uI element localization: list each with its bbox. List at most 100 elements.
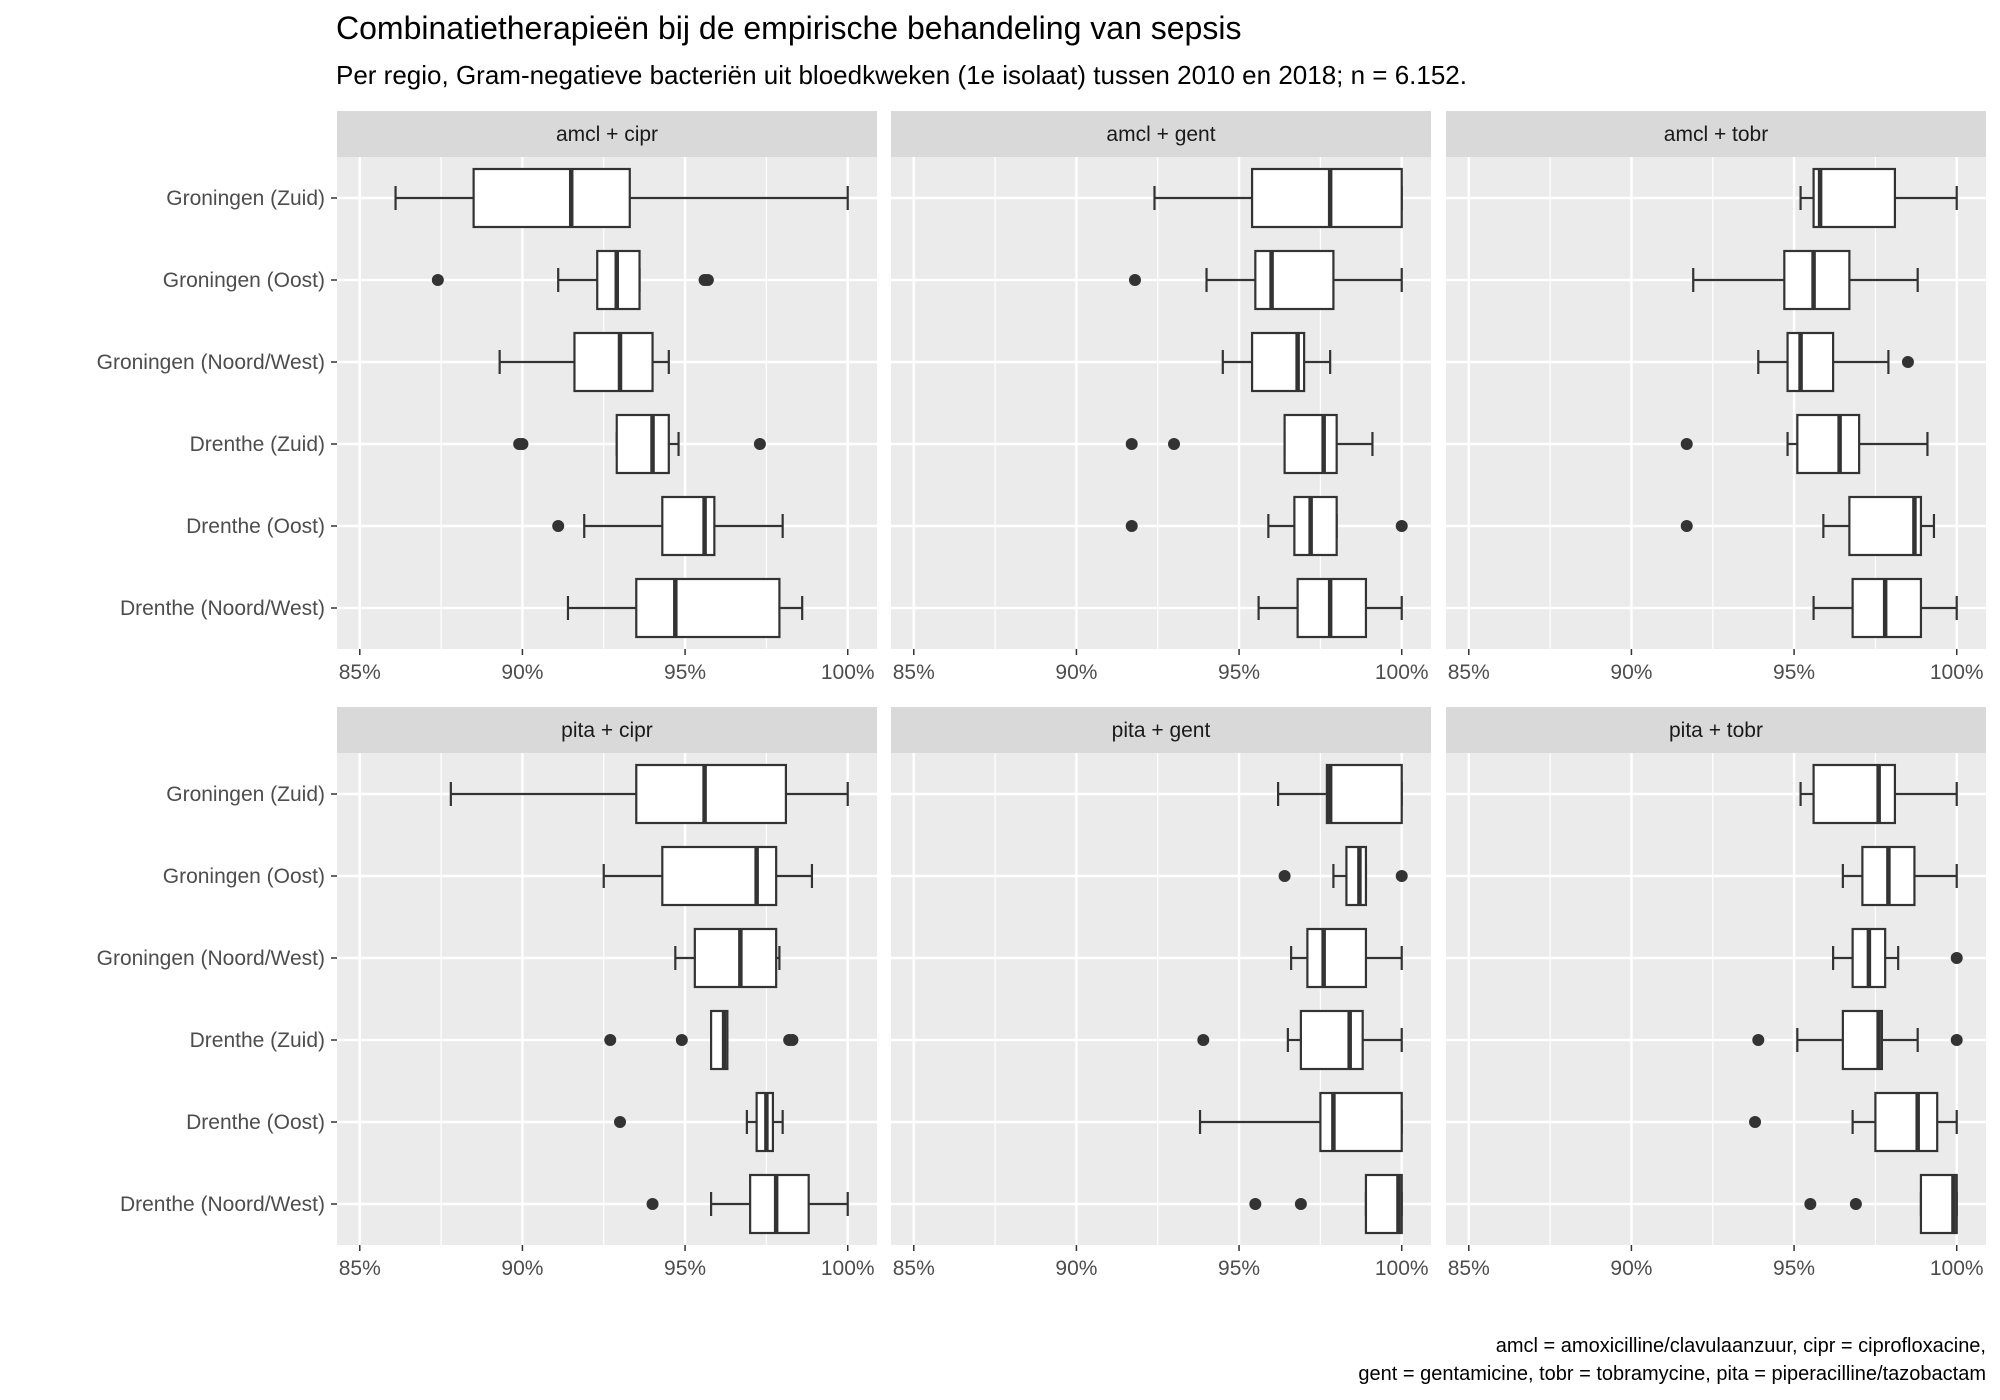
boxplot (1128, 249, 1403, 311)
outlier-point (675, 1034, 688, 1046)
chart-title: Combinatietherapieën bij de empirische b… (336, 10, 1241, 46)
panel-background (891, 753, 1431, 1245)
facet-strip (337, 111, 877, 157)
category-label: Groningen (Noord/West) (97, 947, 325, 970)
x-tick-label: 90% (1610, 661, 1652, 684)
facet-panel: amcl + gent 85% 90% 95% 100% (891, 111, 1431, 684)
boxplot (552, 495, 784, 557)
boxplot (646, 1173, 849, 1235)
boxplot (1799, 167, 1958, 229)
box-iqr (1812, 763, 1897, 825)
outlier-point (614, 1116, 627, 1128)
outlier-point (1849, 1198, 1862, 1210)
boxplot (614, 1091, 784, 1153)
category-label: Drenthe (Oost) (186, 1111, 325, 1134)
x-tick-label: 100% (821, 1257, 875, 1280)
box-iqr (635, 577, 781, 639)
facet-panel: pita + cipr 85% 90% 95% 100% Groningen (Zuid)… (97, 707, 877, 1280)
x-tick-label: 95% (664, 1257, 706, 1280)
boxplot (674, 927, 781, 989)
panel-background (337, 753, 877, 1245)
outlier-point (1168, 438, 1181, 450)
category-label: Groningen (Noord/West) (97, 351, 325, 374)
facet-strip (891, 707, 1431, 753)
outlier-point (786, 1034, 799, 1046)
outlier-point (1128, 274, 1141, 286)
box-iqr (1254, 249, 1335, 311)
boxplot (1125, 413, 1374, 475)
x-tick-label: 85% (339, 1257, 381, 1280)
panel-background (1446, 753, 1986, 1245)
box-iqr (1796, 413, 1861, 475)
boxplot (604, 1009, 799, 1071)
x-tick-label: 85% (1448, 1257, 1490, 1280)
facet-panel: pita + tobr 85% 90% 95% 100% (1446, 707, 1986, 1280)
boxplot (1841, 845, 1958, 907)
facet-panels: amcl + cipr 85% 90% 95% 100% Groningen (Zuid)… (97, 111, 1986, 1280)
facet-strip-label: amcl + cipr (556, 123, 658, 146)
box-iqr (1325, 763, 1403, 825)
box-iqr (661, 845, 778, 907)
outlier-point (1950, 952, 1963, 964)
boxplot (431, 249, 714, 311)
outlier-point (701, 274, 714, 286)
box-iqr (1283, 413, 1338, 475)
boxplot (1812, 577, 1958, 639)
box-iqr (1783, 249, 1851, 311)
boxplot (1198, 1091, 1403, 1153)
outlier-point (1680, 438, 1693, 450)
chart-subtitle: Per regio, Gram-negatieve bacteriën uit … (336, 60, 1467, 90)
category-label: Groningen (Zuid) (166, 187, 325, 210)
boxplot (513, 413, 766, 475)
facet-panel: pita + gent 85% 90% 95% 100% (891, 707, 1431, 1280)
outlier-point (1680, 520, 1693, 532)
panel-background (891, 157, 1431, 649)
x-tick-label: 95% (1773, 661, 1815, 684)
boxplot (1125, 495, 1408, 557)
outlier-point (1125, 438, 1138, 450)
x-tick-label: 90% (501, 661, 543, 684)
facet-strip (1446, 111, 1986, 157)
outlier-point (1125, 520, 1138, 532)
box-iqr (1786, 331, 1835, 393)
category-label: Drenthe (Zuid) (190, 1029, 325, 1052)
box-iqr (1919, 1173, 1958, 1235)
outlier-point (431, 274, 444, 286)
x-tick-label: 90% (501, 1257, 543, 1280)
facet-strip (891, 111, 1431, 157)
box-iqr (1293, 495, 1338, 557)
boxplot (1197, 1009, 1403, 1071)
boxplot (1749, 1091, 1958, 1153)
boxplot (1752, 1009, 1963, 1071)
outlier-point (604, 1034, 617, 1046)
box-iqr (693, 927, 778, 989)
outlier-point (1395, 520, 1408, 532)
category-label: Drenthe (Noord/West) (120, 1193, 325, 1216)
boxplot (1757, 331, 1914, 393)
boxplot (498, 331, 670, 393)
x-tick-label: 100% (1930, 1257, 1984, 1280)
x-tick-label: 85% (893, 1257, 935, 1280)
x-tick-label: 100% (1375, 1257, 1429, 1280)
category-label: Drenthe (Noord/West) (120, 597, 325, 620)
facet-strip (337, 707, 877, 753)
category-label: Drenthe (Oost) (186, 515, 325, 538)
outlier-point (646, 1198, 659, 1210)
outlier-point (1752, 1034, 1765, 1046)
box-iqr (635, 763, 788, 825)
x-tick-label: 90% (1055, 661, 1097, 684)
category-label: Groningen (Zuid) (166, 783, 325, 806)
facet-panel: amcl + cipr 85% 90% 95% 100% Groningen (Zuid)… (97, 111, 877, 684)
boxplot (1692, 249, 1919, 311)
x-tick-label: 85% (1448, 661, 1490, 684)
facet-strip-label: amcl + gent (1106, 123, 1215, 146)
boxplot (566, 577, 804, 639)
boxplot (1680, 413, 1929, 475)
x-tick-label: 90% (1610, 1257, 1652, 1280)
outlier-point (1294, 1198, 1307, 1210)
box-iqr (1841, 1009, 1884, 1071)
facet-panel: amcl + tobr 85% 90% 95% 100% (1446, 111, 1986, 684)
outlier-point (753, 438, 766, 450)
box-iqr (1299, 1009, 1364, 1071)
x-tick-label: 95% (664, 661, 706, 684)
